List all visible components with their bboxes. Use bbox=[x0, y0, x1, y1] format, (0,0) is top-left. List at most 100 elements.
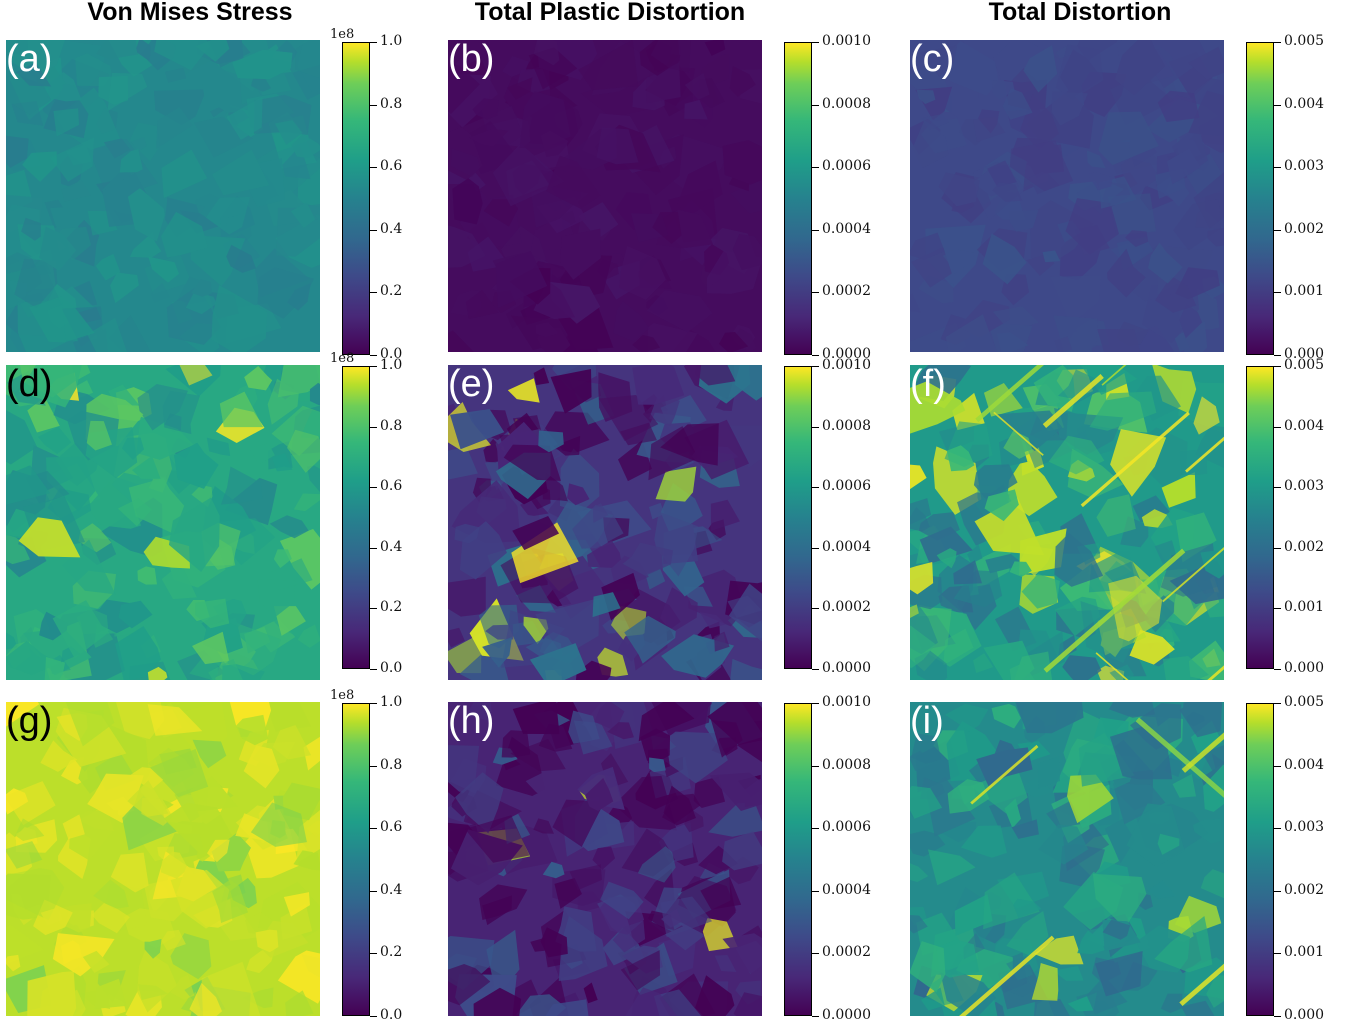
colorbar-tick-mark bbox=[812, 669, 819, 670]
grain-cell bbox=[506, 303, 527, 329]
colorbar-offset-label: 1e8 bbox=[330, 688, 355, 703]
grain-cell bbox=[47, 71, 82, 102]
grain-cell bbox=[699, 611, 726, 629]
panel-label: (b) bbox=[448, 40, 495, 80]
colorbar-gradient bbox=[342, 42, 370, 355]
grain-cell bbox=[161, 211, 208, 258]
grain-cell bbox=[39, 611, 68, 641]
colorbar-tick-mark bbox=[812, 42, 819, 43]
grain-cell bbox=[103, 138, 131, 159]
grain-cell bbox=[614, 775, 677, 831]
grain-cell bbox=[211, 832, 251, 872]
grain-cell bbox=[533, 367, 550, 386]
grain-cell bbox=[1008, 210, 1039, 232]
grain-cell bbox=[119, 149, 143, 173]
colorbar-tick-mark bbox=[812, 229, 819, 231]
colorbar-tick-label: 0.003 bbox=[1284, 819, 1325, 836]
colorbar-tick-label: 0.8 bbox=[380, 417, 403, 434]
grain-cell bbox=[448, 40, 465, 70]
grain-cell bbox=[700, 876, 742, 910]
grain-cell bbox=[632, 335, 661, 352]
colorbar-tick-label: 0.002 bbox=[1284, 538, 1325, 555]
grain-cell bbox=[1155, 276, 1197, 313]
colorbar-tick-mark bbox=[1274, 703, 1281, 704]
grain-cell bbox=[1062, 655, 1102, 680]
grain-cell bbox=[1023, 45, 1058, 93]
colorbar-tick-label: 0.0008 bbox=[822, 756, 871, 773]
grain-cell bbox=[1142, 40, 1208, 89]
grain-cell bbox=[482, 637, 512, 668]
colorbar-gradient bbox=[342, 366, 370, 669]
colorbar: 0.0 0.2 0.4 0.6 0.8 1.0 1e8 bbox=[330, 27, 402, 362]
heatmap-panel-f: (f) bbox=[910, 365, 1224, 680]
grain-cell bbox=[250, 77, 272, 92]
grain-cell bbox=[1188, 46, 1224, 80]
grain-cell bbox=[960, 825, 1007, 858]
shear-band bbox=[1179, 963, 1224, 1007]
colorbar-tick-mark bbox=[1274, 167, 1281, 169]
grain-cell bbox=[1086, 150, 1106, 169]
grain-cell bbox=[6, 465, 51, 505]
column-title-plastic: Total Plastic Distortion bbox=[474, 0, 746, 26]
grain-cell bbox=[136, 40, 151, 61]
grain-cell bbox=[910, 915, 928, 934]
grain-cell bbox=[978, 109, 1000, 134]
colorbar-tick-label: 1.0 bbox=[380, 357, 403, 373]
grain-cell bbox=[1206, 974, 1224, 1008]
grain-cell bbox=[661, 908, 682, 928]
grain-cell bbox=[613, 301, 650, 342]
grain-cell bbox=[1042, 250, 1061, 263]
colorbar-tick-label: 0.000 bbox=[1284, 346, 1325, 362]
colorbar-tick-label: 0.005 bbox=[1284, 357, 1325, 373]
grain-cell bbox=[944, 703, 989, 732]
shear-band bbox=[1080, 411, 1190, 508]
shear-band bbox=[1162, 546, 1224, 603]
shear-band bbox=[970, 744, 1039, 805]
grain-cell bbox=[592, 503, 609, 523]
grain-cell bbox=[910, 561, 934, 595]
grain-cell bbox=[967, 544, 983, 564]
grain-cell bbox=[507, 77, 533, 100]
grain-cell bbox=[127, 188, 165, 242]
grain-cell bbox=[708, 802, 762, 837]
grain-cell bbox=[76, 608, 109, 635]
grain-cell bbox=[1092, 873, 1147, 929]
colorbar-tick-label: 0.0004 bbox=[822, 538, 871, 555]
grain-cell bbox=[1021, 573, 1060, 609]
grain-cell bbox=[44, 656, 66, 680]
grain-cell bbox=[1173, 198, 1222, 251]
grain-cell bbox=[6, 410, 38, 465]
grain-cell bbox=[96, 40, 139, 60]
grain-cell bbox=[170, 974, 195, 1000]
colorbar: 0.0 0.2 0.4 0.6 0.8 1.0 1e8 bbox=[330, 688, 402, 1023]
grain-cell bbox=[1175, 512, 1217, 563]
grain-cell bbox=[235, 714, 269, 746]
grain-cell bbox=[1174, 895, 1222, 933]
grain-cell bbox=[622, 542, 674, 576]
grain-cell bbox=[569, 864, 602, 891]
colorbar-tick-label: 0.0010 bbox=[822, 33, 871, 49]
grain-cell bbox=[535, 597, 600, 657]
grain-cell bbox=[168, 497, 220, 572]
grain-cell bbox=[305, 831, 320, 853]
grain-cell bbox=[309, 382, 320, 406]
grain-cell bbox=[722, 140, 762, 185]
grain-cell bbox=[1033, 365, 1076, 412]
grain-cell bbox=[939, 969, 997, 1016]
grain-cell bbox=[1186, 711, 1205, 727]
grain-cell bbox=[6, 781, 56, 826]
colorbar-tick-label: 0.0010 bbox=[822, 357, 871, 373]
grain-cell bbox=[1067, 774, 1114, 824]
grain-cell bbox=[568, 710, 600, 744]
grain-cell bbox=[529, 643, 587, 680]
colorbar-tick-mark bbox=[812, 355, 819, 356]
grain-cell bbox=[1038, 824, 1089, 865]
grain-cell bbox=[16, 62, 52, 87]
grain-cell bbox=[982, 233, 1027, 285]
grain-cell bbox=[303, 736, 320, 771]
grain-cell bbox=[638, 702, 695, 742]
grain-cell bbox=[919, 45, 958, 77]
colorbar-tick-mark bbox=[812, 547, 819, 549]
heatmap-field bbox=[910, 40, 1224, 352]
colorbar-tick-label: 0.0002 bbox=[822, 599, 871, 616]
